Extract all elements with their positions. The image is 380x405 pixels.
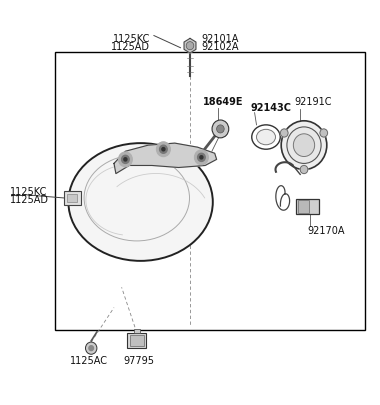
Circle shape xyxy=(119,153,132,167)
Circle shape xyxy=(157,143,170,157)
Circle shape xyxy=(287,128,321,164)
Bar xyxy=(298,201,309,213)
Ellipse shape xyxy=(68,144,213,261)
Text: 92191C: 92191C xyxy=(294,96,332,106)
Bar xyxy=(296,199,319,215)
Circle shape xyxy=(320,130,328,138)
Circle shape xyxy=(300,166,308,174)
Circle shape xyxy=(122,156,129,164)
Circle shape xyxy=(217,126,224,134)
Circle shape xyxy=(124,158,127,162)
Circle shape xyxy=(293,134,315,157)
Ellipse shape xyxy=(256,130,276,145)
Text: 18649E: 18649E xyxy=(203,97,244,107)
Text: 1125KC: 1125KC xyxy=(10,186,47,196)
Text: 18644E: 18644E xyxy=(289,139,326,149)
Text: 1125KC: 1125KC xyxy=(113,34,150,43)
Bar xyxy=(127,333,146,348)
Bar xyxy=(64,191,81,206)
Polygon shape xyxy=(114,144,217,174)
Text: 92102A: 92102A xyxy=(201,42,239,51)
Circle shape xyxy=(89,346,93,351)
Circle shape xyxy=(186,43,194,51)
Bar xyxy=(130,335,144,346)
Circle shape xyxy=(195,151,208,165)
Bar xyxy=(67,194,77,202)
Text: 92170A: 92170A xyxy=(308,226,345,236)
Circle shape xyxy=(162,148,165,151)
Text: 1125AD: 1125AD xyxy=(10,194,49,204)
Text: 92143C: 92143C xyxy=(251,102,292,112)
Bar xyxy=(134,329,140,333)
Circle shape xyxy=(200,156,203,160)
Polygon shape xyxy=(184,39,196,54)
Text: 1125AC: 1125AC xyxy=(70,356,108,365)
Circle shape xyxy=(281,122,327,170)
Circle shape xyxy=(212,121,229,139)
Circle shape xyxy=(160,146,167,154)
Circle shape xyxy=(86,342,97,354)
Text: 1125AD: 1125AD xyxy=(111,42,150,51)
Text: 97795: 97795 xyxy=(123,356,154,365)
Bar xyxy=(55,53,365,330)
Circle shape xyxy=(280,130,288,138)
Text: 92101A: 92101A xyxy=(201,34,239,43)
Circle shape xyxy=(198,154,205,162)
